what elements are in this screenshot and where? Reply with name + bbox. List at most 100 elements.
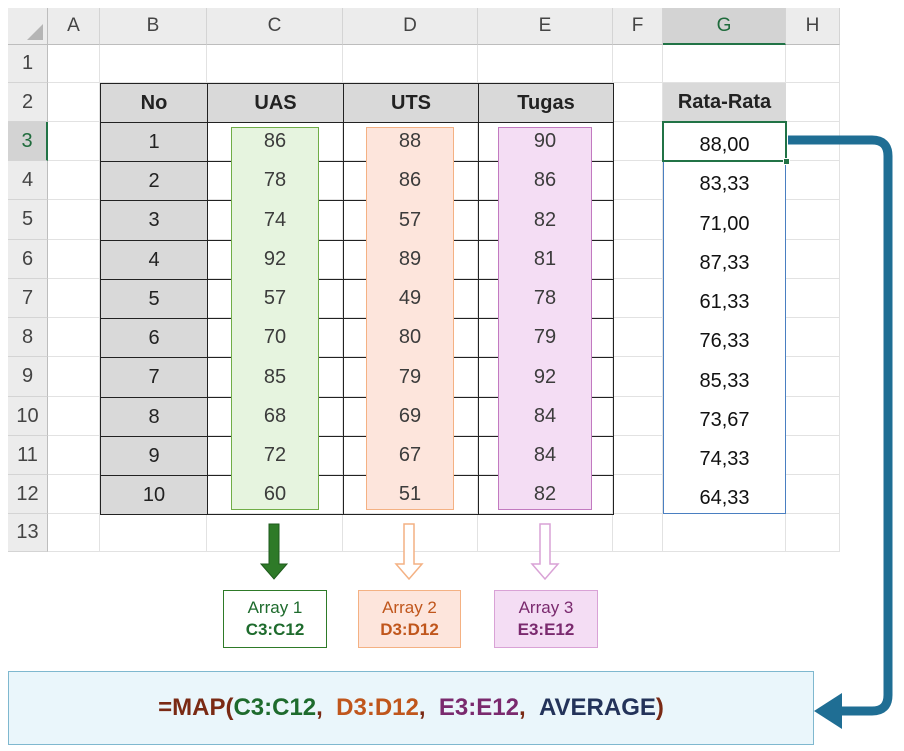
gridline-vertical	[477, 45, 478, 552]
cell-tugas[interactable]: 78	[533, 287, 557, 309]
column-header-f[interactable]: F	[613, 8, 663, 45]
row-header-12[interactable]: 12	[8, 475, 48, 514]
row-header-9[interactable]: 9	[8, 357, 48, 397]
cell-tugas[interactable]: 84	[533, 405, 557, 427]
cell-uas[interactable]: 86	[263, 130, 287, 152]
highlight-uas	[231, 127, 319, 510]
row-header-10[interactable]: 10	[8, 397, 48, 436]
cell-uts[interactable]: 69	[398, 405, 422, 427]
cell-tugas[interactable]: 82	[533, 483, 557, 505]
active-cell-g3[interactable]	[662, 121, 790, 165]
row-header-3[interactable]: 3	[8, 122, 48, 161]
gridline-vertical	[612, 45, 613, 552]
cell-uas[interactable]: 85	[263, 365, 287, 388]
highlight-uts	[366, 127, 454, 510]
cell-uts[interactable]: 89	[398, 248, 422, 270]
result-cell[interactable]: 71,00	[699, 212, 750, 235]
gridline-vertical	[662, 45, 663, 552]
array-label-range: D3:D12	[380, 620, 439, 639]
cell-tugas[interactable]: 79	[533, 326, 557, 348]
row-header-4[interactable]: 4	[8, 161, 48, 200]
row-header-1[interactable]: 1	[8, 45, 48, 83]
column-header-c[interactable]: C	[207, 8, 343, 45]
cell-uts[interactable]: 49	[398, 287, 422, 309]
formula-arg-1: C3:C12	[233, 694, 317, 721]
cell-tugas[interactable]: 82	[533, 208, 557, 231]
cell-uas[interactable]: 68	[263, 405, 287, 427]
result-cell[interactable]: 87,33	[699, 252, 750, 274]
formula-separator: ,	[418, 694, 439, 721]
cell-uts[interactable]: 86	[398, 169, 422, 191]
result-cell[interactable]: 88,00	[699, 134, 750, 156]
cell-uas[interactable]: 70	[263, 326, 287, 348]
column-header-e[interactable]: E	[478, 8, 613, 45]
table-cell-no: 10	[100, 475, 208, 515]
row-header-7[interactable]: 7	[8, 279, 48, 318]
array-label-name: Array 1	[247, 598, 303, 617]
down-arrow-orange-icon	[394, 523, 424, 581]
table-header-no: No	[100, 83, 208, 123]
table-header-tugas: Tugas	[478, 83, 614, 123]
cell-uts[interactable]: 80	[398, 326, 422, 348]
column-header-a[interactable]: A	[48, 8, 100, 45]
down-arrow-green-icon	[259, 523, 289, 580]
cell-tugas[interactable]: 81	[533, 248, 557, 270]
cell-uts[interactable]: 79	[398, 365, 422, 388]
cell-uas[interactable]: 72	[263, 444, 287, 466]
cell-tugas[interactable]: 86	[533, 169, 557, 191]
row-header-8[interactable]: 8	[8, 318, 48, 357]
result-cell[interactable]: 73,67	[699, 409, 750, 431]
fill-handle[interactable]	[783, 158, 790, 165]
formula-function: AVERAGE	[538, 694, 656, 721]
cell-uts[interactable]: 67	[398, 444, 422, 466]
cell-uts[interactable]: 57	[398, 208, 422, 231]
column-header-d[interactable]: D	[343, 8, 478, 45]
result-cell[interactable]: 85,33	[699, 369, 750, 392]
formula-arg-2: D3:D12	[336, 694, 419, 721]
result-spill-range	[663, 122, 786, 514]
result-cell[interactable]: 64,33	[699, 487, 750, 509]
array-label-1: Array 1 C3:C12	[223, 590, 327, 648]
cell-uas[interactable]: 92	[263, 248, 287, 270]
column-header-g[interactable]: G	[663, 8, 786, 45]
cell-uas[interactable]: 57	[263, 287, 287, 309]
cell-tugas[interactable]: 90	[533, 130, 557, 152]
result-cell[interactable]: 74,33	[699, 448, 750, 470]
result-cell[interactable]: 83,33	[699, 173, 750, 195]
row-header-6[interactable]: 6	[8, 240, 48, 279]
cell-tugas[interactable]: 84	[533, 444, 557, 466]
row-header-11[interactable]: 11	[8, 436, 48, 475]
row-header-5[interactable]: 5	[8, 200, 48, 240]
array-label-name: Array 2	[382, 598, 437, 617]
cell-tugas[interactable]: 92	[533, 365, 557, 388]
formula-separator: ,	[316, 694, 337, 721]
row-header-13[interactable]: 13	[8, 514, 48, 552]
table-cell-no: 5	[100, 279, 208, 319]
cell-uas[interactable]: 60	[263, 483, 287, 505]
result-cell[interactable]: 76,33	[699, 330, 750, 352]
table-cell-no: 9	[100, 436, 208, 476]
formula-prefix: =MAP(	[158, 694, 234, 721]
array-label-2: Array 2 D3:D12	[358, 590, 461, 648]
cell-uts[interactable]: 51	[398, 483, 422, 505]
gridline-horizontal	[48, 551, 840, 552]
gridline-vertical	[99, 45, 100, 552]
cell-uas[interactable]: 74	[263, 208, 287, 231]
column-header-b[interactable]: B	[100, 8, 207, 45]
formula-separator: ,	[518, 694, 539, 721]
select-all-triangle-icon	[27, 24, 43, 40]
array-label-name: Array 3	[518, 598, 574, 617]
row-header-2[interactable]: 2	[8, 83, 48, 122]
result-cell[interactable]: 61,33	[699, 291, 750, 313]
array-label-range: C3:C12	[245, 620, 305, 639]
formula-box: =MAP(C3:C12, D3:D12, E3:E12, AVERAGE)	[8, 671, 814, 745]
column-header-h[interactable]: H	[786, 8, 840, 45]
gridline-vertical	[342, 45, 343, 552]
gridline-horizontal	[48, 82, 840, 83]
cell-uts[interactable]: 88	[398, 130, 422, 152]
highlight-tugas	[498, 127, 592, 510]
cell-uas[interactable]: 78	[263, 169, 287, 191]
select-all-corner[interactable]	[8, 8, 48, 45]
down-arrow-purple-icon	[530, 523, 560, 581]
formula-arg-3: E3:E12	[438, 694, 519, 721]
